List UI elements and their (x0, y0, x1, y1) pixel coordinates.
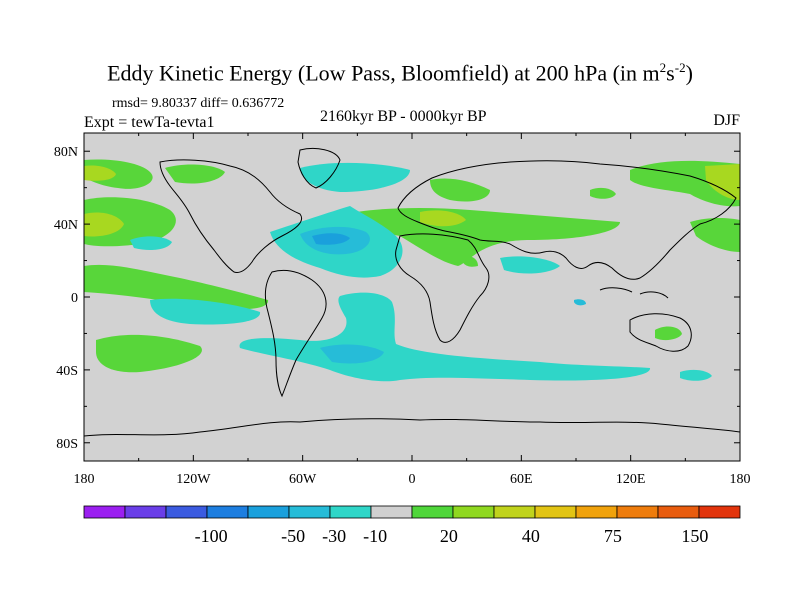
lat-tick-label: 0 (71, 291, 78, 306)
season-label: DJF (713, 112, 740, 129)
positive-anomaly-patch (96, 334, 202, 373)
positive-anomaly-patch (84, 212, 124, 237)
colorbar-swatch (83, 505, 126, 519)
colorbar-label: -50 (281, 526, 305, 546)
colorbar-swatch (247, 505, 290, 519)
lon-tick-label: 120E (616, 472, 646, 487)
colorbar-swatch (370, 505, 413, 519)
statistics-text: rmsd= 9.80337 diff= 0.636772 (112, 96, 285, 111)
colorbar-swatch (616, 505, 659, 519)
positive-anomaly-patch (84, 264, 269, 310)
coastline-africa (395, 233, 490, 343)
lon-tick-label: 180 (74, 472, 95, 487)
lon-tick-label: 180 (730, 472, 751, 487)
positive-anomaly-patch (590, 187, 616, 199)
lon-tick-label: 120W (176, 472, 211, 487)
negative-anomaly-patch (300, 162, 410, 192)
lat-tick-label: 40N (54, 218, 78, 233)
colorbar-swatch (698, 505, 741, 519)
coastline-south-america (264, 269, 327, 398)
colorbar-label: -30 (322, 526, 346, 546)
lon-tick-label: 60E (510, 472, 533, 487)
latitude-labels: 80N 40N 0 40S 80S (54, 145, 78, 452)
coastlines (84, 147, 740, 437)
colorbar-swatch (165, 505, 208, 519)
colorbar-swatch (657, 505, 700, 519)
experiment-label: Expt = tewTa-tevta1 (84, 114, 215, 131)
colorbar-labels: -100 -50 -30 -10 20 40 75 150 (195, 526, 709, 546)
colorbar-swatch (329, 505, 372, 519)
colorbar-swatch (534, 505, 577, 519)
coastline-greenland (297, 147, 341, 189)
colorbar-label: 150 (681, 526, 708, 546)
positive-anomaly-patch (84, 165, 116, 181)
colorbar-swatch (411, 505, 454, 519)
colorbar-label: 75 (604, 526, 622, 546)
negative-anomaly-patch (312, 233, 350, 245)
positive-anomaly-patch (420, 210, 466, 227)
lat-tick-label: 40S (56, 364, 78, 379)
positive-anomaly-patch (462, 256, 478, 267)
coastline-antarctica (84, 418, 740, 437)
negative-anomaly-patch (320, 344, 384, 364)
positive-anomaly-patch (165, 164, 225, 184)
tick-marks (83, 133, 741, 461)
colorbar-label: -100 (195, 526, 228, 546)
coastline-australia (629, 313, 692, 352)
lon-tick-label: 60W (289, 472, 317, 487)
negative-anomaly-patch (150, 298, 261, 325)
negative-anomaly-patch (680, 369, 712, 381)
map-title: Eddy Kinetic Energy (Low Pass, Bloomfiel… (107, 60, 693, 86)
longitude-labels: 180 120W 60W 0 60E 120E 180 (74, 472, 751, 487)
colorbar-swatch (288, 505, 331, 519)
colorbar-swatch (575, 505, 618, 519)
positive-anomaly-patch (690, 218, 740, 252)
positive-anomaly-patch (340, 207, 620, 266)
period-label: 2160kyr BP - 0000kyr BP (320, 108, 487, 125)
positive-anomaly-patch (705, 164, 740, 200)
coastline-indonesia (599, 287, 669, 299)
lat-tick-label: 80S (56, 437, 78, 452)
lon-tick-label: 0 (409, 472, 416, 487)
coastline-eurasia (397, 160, 737, 280)
colorbar-swatch (206, 505, 249, 519)
negative-anomaly-patch (574, 299, 586, 306)
colorbar-swatch (124, 505, 167, 519)
colorbar-swatch (452, 505, 495, 519)
lat-tick-label: 80N (54, 145, 78, 160)
positive-anomaly-patch (430, 178, 490, 202)
colorbar-label: -10 (363, 526, 387, 546)
colorbar-label: 40 (522, 526, 540, 546)
colorbar-label: 20 (440, 526, 458, 546)
negative-anomaly-patch (500, 256, 560, 274)
colorbar (83, 505, 741, 519)
colorbar-swatch (493, 505, 536, 519)
anomaly-shading (84, 159, 740, 382)
positive-anomaly-patch (655, 326, 682, 341)
negative-anomaly-patch (130, 236, 172, 250)
coastline-north-america (159, 159, 302, 273)
